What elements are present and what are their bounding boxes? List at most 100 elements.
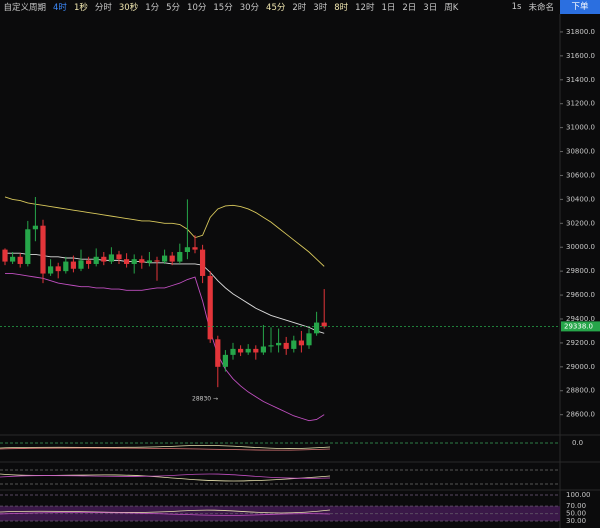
osc-line	[0, 473, 331, 479]
candle-body	[86, 260, 92, 264]
candle-body	[291, 340, 297, 349]
y-tick-label: 0.0	[572, 439, 583, 447]
period-tab[interactable]: 周K	[444, 3, 459, 13]
candle-body	[276, 342, 282, 346]
period-tab[interactable]: 45分	[266, 3, 286, 13]
candle-body	[124, 259, 130, 264]
y-tick-label: 30600.0	[566, 171, 595, 179]
candle-body	[306, 333, 312, 346]
candle-body	[101, 256, 107, 262]
band-line	[5, 273, 325, 422]
candle-body	[63, 261, 69, 272]
candle-body	[260, 346, 266, 353]
band-line	[5, 252, 325, 334]
y-tick-label: 30800.0	[566, 148, 595, 156]
low-annotation: 28830 →	[192, 396, 218, 403]
candle-body	[207, 275, 213, 340]
period-tab[interactable]: 3时	[313, 3, 328, 13]
period-tab[interactable]: 1秒	[73, 3, 88, 13]
candle-body	[40, 225, 46, 274]
candle-body	[192, 247, 198, 250]
candle-body	[283, 342, 289, 349]
order-button[interactable]: 下单	[560, 0, 600, 14]
period-tab[interactable]: 1日	[381, 3, 396, 13]
candle-body	[2, 249, 8, 262]
candle-body	[321, 322, 327, 327]
y-tick-label: 31600.0	[566, 52, 595, 60]
period-tab[interactable]: 4时	[53, 3, 67, 13]
period-tab[interactable]: 3日	[423, 3, 438, 13]
last-price-label: 29338.0	[564, 322, 593, 330]
period-tab[interactable]: 8时	[334, 3, 349, 13]
signal-line	[0, 447, 331, 451]
candle-body	[162, 255, 168, 262]
candle-body	[139, 259, 145, 263]
period-tab[interactable]: 自定义周期	[3, 3, 47, 13]
y-tick-label: 31200.0	[566, 100, 595, 108]
candle-body	[154, 260, 160, 262]
osc-line	[0, 509, 331, 514]
layout-name[interactable]: 未命名	[528, 3, 554, 13]
period-tab[interactable]: 5分	[166, 3, 181, 13]
candle-body	[25, 229, 31, 264]
candle-body	[116, 254, 122, 260]
y-tick-label: 31000.0	[566, 124, 595, 132]
candle-body	[230, 348, 236, 355]
candle-body	[93, 256, 99, 264]
toolbar: 自定义周期 4时 1秒 分时 30秒 1分 5分 10分 15分 30分 45分 2时 3时 8时 12时 1…	[0, 0, 600, 14]
y-tick-label: 29800.0	[566, 267, 595, 275]
y-tick-label: 31800.0	[566, 28, 595, 36]
osc-line	[0, 512, 331, 516]
candle-body	[222, 354, 228, 367]
period-tab[interactable]: 12时	[355, 3, 375, 13]
period-tab[interactable]: 1分	[145, 3, 160, 13]
period-tab[interactable]: 分时	[94, 3, 112, 13]
y-tick-label: 28800.0	[566, 387, 595, 395]
candle-body	[268, 345, 274, 347]
candle-body	[245, 348, 251, 353]
band-line	[4, 196, 325, 267]
candle-body	[200, 249, 206, 276]
candle-body	[238, 348, 244, 353]
candle-body	[55, 266, 61, 272]
y-tick-label: 29000.0	[566, 363, 595, 371]
y-tick-label: 29400.0	[566, 315, 595, 323]
y-tick-label: 28600.0	[566, 411, 595, 419]
y-tick-label: 100.00	[566, 491, 591, 499]
candle-body	[314, 322, 320, 334]
interval[interactable]: 1s	[511, 2, 522, 12]
candle-body	[131, 259, 137, 264]
candle-body	[177, 252, 183, 262]
y-tick-label: 30200.0	[566, 219, 595, 227]
y-tick-label: 30400.0	[566, 195, 595, 203]
period-tab[interactable]: 10分	[187, 3, 207, 13]
macd-line	[0, 444, 331, 449]
y-tick-label: 30000.0	[566, 243, 595, 251]
period-tab[interactable]: 2时	[292, 3, 307, 13]
period-tab[interactable]: 30分	[239, 3, 260, 13]
y-tick-label: 30.00	[566, 517, 586, 525]
y-tick-label: 29600.0	[566, 291, 595, 299]
candle-body	[169, 255, 175, 262]
candle-body	[48, 266, 54, 274]
period-tab[interactable]: 2日	[402, 3, 417, 13]
candle-body	[10, 256, 16, 262]
candle-body	[298, 340, 304, 346]
candle-body	[108, 254, 114, 262]
y-tick-label: 70.00	[566, 502, 586, 510]
candle-body	[146, 260, 152, 263]
candle-body	[78, 260, 84, 269]
candle-body	[17, 256, 23, 264]
last-price-tag	[561, 321, 600, 332]
y-tick-label: 50.00	[566, 510, 586, 518]
period-tab[interactable]: 15分	[213, 3, 233, 13]
candle-body	[215, 339, 221, 367]
candle-body	[253, 348, 259, 353]
candle-body	[70, 261, 76, 269]
y-tick-label: 29200.0	[566, 339, 595, 347]
y-tick-label: 31400.0	[566, 76, 595, 84]
period-tab[interactable]: 30秒	[118, 3, 139, 13]
candle-body	[184, 247, 190, 253]
